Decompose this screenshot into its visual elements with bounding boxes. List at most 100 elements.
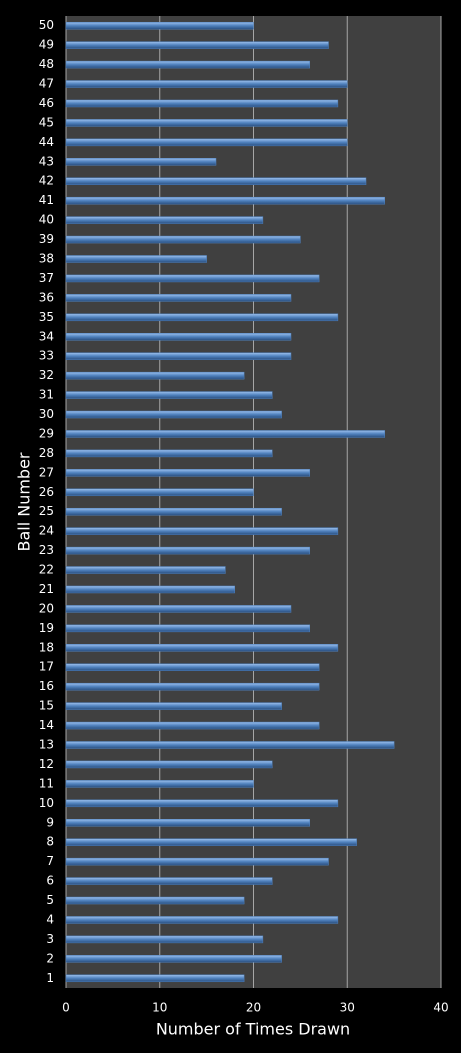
y-tick-label: 20 (39, 601, 54, 615)
y-tick-label: 12 (39, 757, 54, 771)
y-tick-label: 41 (39, 193, 54, 207)
bar (65, 799, 339, 808)
x-tick-label: 10 (152, 1001, 167, 1015)
bar (65, 235, 301, 244)
bar (65, 955, 282, 963)
y-tick-label: 35 (39, 310, 54, 324)
y-tick-label: 44 (39, 135, 54, 149)
x-tick-label: 40 (433, 1001, 448, 1015)
y-tick-label: 47 (39, 77, 54, 91)
bar (65, 196, 385, 205)
y-tick-label: 3 (46, 932, 54, 946)
y-tick-label: 34 (39, 329, 54, 343)
bar (65, 313, 339, 322)
y-tick-label: 10 (39, 796, 54, 810)
y-tick-label: 27 (39, 465, 54, 479)
y-tick-label: 16 (39, 679, 54, 693)
bar (65, 507, 282, 516)
y-axis-title: Ball Number (15, 452, 34, 551)
bar (65, 216, 264, 224)
bar (65, 158, 217, 166)
y-tick-label: 15 (39, 699, 54, 713)
bar (65, 585, 235, 594)
bar (65, 21, 254, 30)
y-tick-label: 42 (39, 174, 54, 188)
bar (65, 780, 254, 788)
y-tick-label: 24 (39, 524, 54, 538)
y-tick-label: 48 (39, 57, 54, 71)
x-axis-title: Number of Times Drawn (156, 1020, 350, 1039)
y-tick-label: 18 (39, 640, 54, 654)
y-tick-label: 31 (39, 388, 54, 402)
bar (65, 274, 320, 283)
bar (65, 721, 320, 730)
y-tick-label: 25 (39, 504, 54, 518)
y-tick-label: 43 (39, 154, 54, 168)
bar (65, 935, 264, 944)
bar (65, 255, 207, 263)
y-tick-label: 9 (46, 815, 54, 829)
bar (65, 877, 273, 885)
y-tick-label: 45 (39, 115, 54, 129)
y-tick-label: 38 (39, 252, 54, 266)
y-tick-label: 7 (46, 854, 54, 868)
bar (65, 410, 282, 419)
y-tick-label: 13 (39, 738, 54, 752)
y-tick-label: 32 (39, 368, 54, 382)
y-tick-label: 6 (46, 874, 54, 888)
bar (65, 741, 395, 749)
y-tick-label: 33 (39, 349, 54, 363)
y-tick-label: 5 (46, 893, 54, 907)
x-tick-label: 20 (246, 1001, 261, 1015)
x-tick-label: 0 (62, 1001, 70, 1015)
bar (65, 430, 385, 438)
y-tick-label: 19 (39, 621, 54, 635)
bar (65, 760, 273, 769)
y-tick-label: 17 (39, 660, 54, 674)
y-tick-label: 46 (39, 96, 54, 110)
y-tick-label: 40 (39, 213, 54, 227)
bar (65, 41, 329, 49)
y-tick-label: 2 (46, 951, 54, 965)
bar (65, 644, 339, 652)
bar (65, 294, 292, 302)
y-tick-label: 11 (39, 776, 54, 790)
y-tick-label: 8 (46, 835, 54, 849)
y-tick-label: 26 (39, 485, 54, 499)
bar (65, 682, 320, 691)
bar (65, 624, 310, 633)
bar (65, 546, 310, 555)
bar (65, 527, 339, 535)
bar (65, 80, 348, 88)
x-tick-label: 30 (340, 1001, 355, 1015)
y-tick-label: 1 (46, 971, 54, 985)
bar (65, 99, 339, 108)
y-tick-label: 50 (39, 18, 54, 32)
bar (65, 896, 245, 905)
bar (65, 857, 329, 866)
y-tick-label: 4 (46, 912, 54, 926)
bar (65, 702, 282, 710)
bar (65, 488, 254, 497)
bar (65, 916, 339, 924)
bar (65, 469, 310, 477)
y-tick-label: 22 (39, 563, 54, 577)
y-tick-label: 39 (39, 232, 54, 246)
bar (65, 974, 245, 983)
bar (65, 119, 348, 127)
bar (65, 352, 292, 360)
y-tick-label: 49 (39, 38, 54, 52)
y-tick-label: 30 (39, 407, 54, 421)
bar (65, 177, 367, 185)
y-tick-label: 37 (39, 271, 54, 285)
bar (65, 566, 226, 574)
bar (65, 663, 320, 671)
bar (65, 391, 273, 399)
bar (65, 138, 348, 147)
y-tick-label: 36 (39, 290, 54, 304)
y-tick-label: 23 (39, 543, 54, 557)
bar (65, 333, 292, 341)
bar (65, 838, 357, 846)
bar (65, 819, 310, 827)
